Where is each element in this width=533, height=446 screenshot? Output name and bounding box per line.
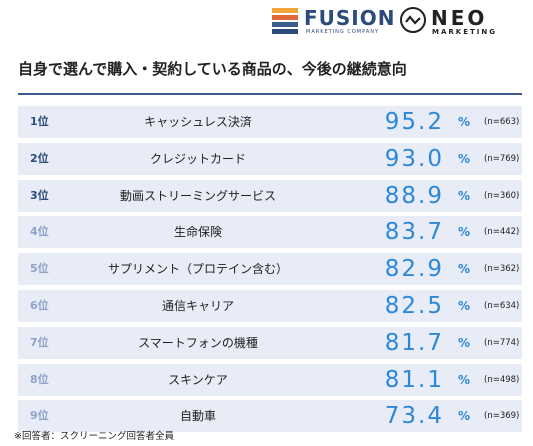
unit-label: % — [458, 372, 471, 387]
table-row: 6位 通信キャリア 82.5% (n=634) — [18, 289, 522, 322]
value-label: 81.1 — [384, 366, 444, 393]
sample-size: (n=360) — [484, 190, 520, 201]
ranking-table: 1位 キャッシュレス決済 95.2% (n=663) 2位 クレジットカード 93.0% (n… — [18, 106, 522, 437]
rank-label: 6位 — [30, 298, 49, 312]
table-row: 7位 スマートフォンの機種 81.7% (n=774) — [18, 326, 522, 359]
sample-size: (n=634) — [484, 300, 520, 311]
value-label: 93.0 — [384, 145, 444, 172]
neo-logo: NEO — [431, 6, 488, 30]
item-label: クレジットカード — [149, 151, 246, 166]
item-label: 動画ストリーミングサービス — [119, 188, 276, 203]
unit-label: % — [458, 335, 471, 350]
item-label: スキンケア — [168, 372, 228, 387]
unit-label: % — [458, 409, 471, 424]
table-row: 4位 生命保険 83.7% (n=442) — [18, 216, 522, 249]
unit-label: % — [458, 225, 471, 240]
sample-size: (n=442) — [484, 227, 520, 238]
neo-logo-sub: MARKETING — [432, 28, 497, 36]
fusion-logo: FUSION — [304, 6, 396, 30]
sample-size: (n=774) — [484, 337, 520, 348]
chart-title: 自身で選んで購入・契約している商品の、今後の継続意向 — [18, 60, 407, 78]
logo-bar: FUSION MARKETING COMPANY NEO MARKETING — [272, 6, 528, 36]
unit-label: % — [458, 298, 471, 313]
value-label: 73.4 — [384, 403, 444, 430]
table-row: 5位 サプリメント（プロテイン含む） 82.9% (n=362) — [18, 253, 522, 286]
item-label: スマートフォンの機種 — [138, 335, 258, 350]
unit-label: % — [458, 188, 471, 203]
value-label: 82.9 — [384, 256, 444, 283]
item-label: 通信キャリア — [161, 298, 234, 313]
sample-size: (n=498) — [484, 374, 520, 385]
sample-size: (n=769) — [484, 153, 520, 164]
unit-label: % — [458, 115, 471, 129]
unit-label: % — [458, 151, 471, 166]
value-label: 83.7 — [384, 219, 444, 246]
table-row: 8位 スキンケア 81.1% (n=498) — [18, 363, 522, 396]
fusion-logo-icon — [272, 8, 298, 34]
neo-logo-icon — [400, 7, 426, 33]
sample-size: (n=362) — [484, 264, 520, 275]
table-row: 3位 動画ストリーミングサービス 88.9% (n=360) — [18, 179, 522, 212]
footnote: ※回答者：スクリーニング回答者全員 — [14, 431, 174, 442]
rank-label: 3位 — [30, 188, 49, 202]
value-label: 81.7 — [384, 329, 444, 356]
rank-label: 5位 — [30, 262, 49, 276]
rank-label: 4位 — [30, 225, 49, 239]
table-row: 2位 クレジットカード 93.0% (n=769) — [18, 142, 522, 175]
title-divider — [18, 93, 522, 95]
value-label: 88.9 — [384, 182, 444, 209]
item-label: キャッシュレス決済 — [144, 115, 252, 129]
sample-size: (n=369) — [484, 411, 520, 422]
item-label: 自動車 — [179, 409, 216, 424]
sample-size: (n=663) — [484, 117, 520, 127]
table-row: 9位 自動車 73.4% (n=369) — [18, 400, 522, 433]
value-label: 95.2 — [384, 109, 444, 135]
value-label: 82.5 — [384, 292, 444, 319]
rank-label: 7位 — [30, 335, 49, 349]
item-label: 生命保険 — [173, 225, 222, 240]
rank-label: 9位 — [30, 409, 49, 423]
table-row: 1位 キャッシュレス決済 95.2% (n=663) — [18, 106, 522, 138]
rank-label: 1位 — [30, 115, 49, 128]
item-label: サプリメント（プロテイン含む） — [107, 262, 288, 277]
unit-label: % — [458, 262, 471, 277]
rank-label: 8位 — [30, 372, 49, 386]
fusion-logo-sub: MARKETING COMPANY — [306, 29, 380, 35]
rank-label: 2位 — [30, 151, 49, 165]
